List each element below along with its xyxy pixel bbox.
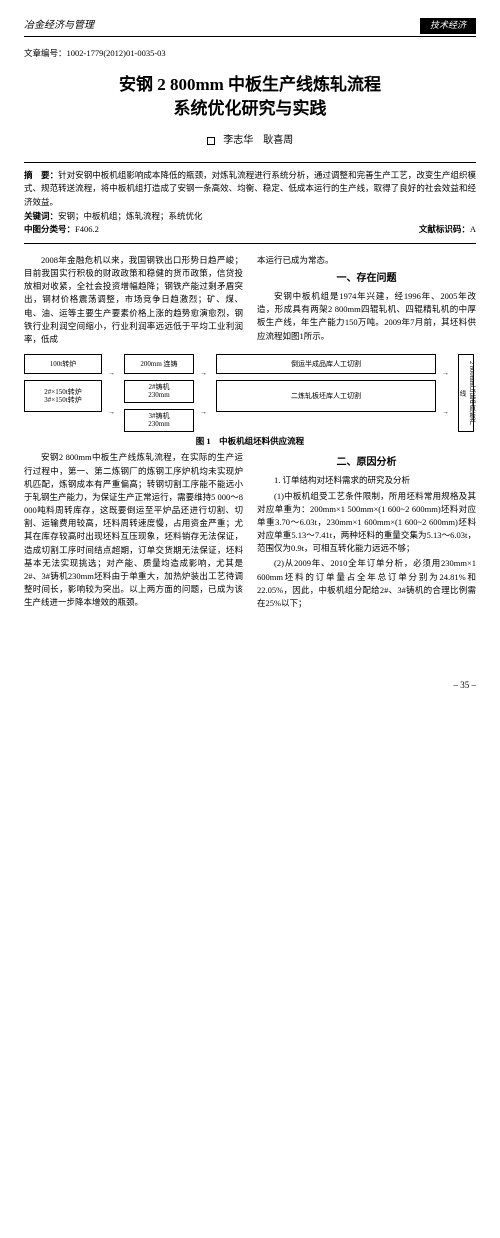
- flow-box-cut-1: 倒运半成品库人工切割: [216, 354, 436, 374]
- flow-col-4: 2 800mm压延中厚板产线: [458, 354, 476, 432]
- flow-box-cast-200: 200mm 连铸: [124, 354, 194, 374]
- section-2-heading: 二、原因分析: [257, 455, 476, 470]
- flow-box-output-line: 2 800mm压延中厚板产线: [458, 354, 474, 432]
- figure-1-caption: 图 1 中板机组坯料供应流程: [24, 435, 476, 448]
- flow-box-caster-2: 2#铸机 230mm: [124, 380, 194, 403]
- right-para-0: 本运行已成为常态。: [257, 254, 476, 267]
- arrow-right-icon: →: [108, 368, 118, 379]
- author-names: 李志华 耿喜周: [223, 135, 293, 146]
- abstract-block: 摘 要：针对安钢中板机组影响成本降低的瓶颈，对炼轧流程进行系统分析，通过调整和完…: [24, 162, 476, 244]
- left-para-1: 2008年金融危机以来，我国钢铁出口形势日趋严峻；目前我国实行积极的财政政策和稳…: [24, 254, 243, 346]
- flow-box-caster-3: 3#铸机 230mm: [124, 409, 194, 432]
- classify-label: 中图分类号：: [24, 224, 75, 234]
- left-column-2: 安钢2 800mm中板生产线炼轧流程，在实际的生产运行过程中，第一、第二炼钢厂的…: [24, 451, 243, 612]
- page-number: – 35 –: [454, 679, 477, 693]
- abstract-label: 摘 要：: [24, 170, 58, 180]
- keywords-label: 关键词：: [24, 211, 58, 221]
- right-column-top: 本运行已成为常态。 一、存在问题 安钢中板机组是1974年兴建，经1996年、2…: [257, 254, 476, 348]
- arrow-col-3: → →: [442, 354, 452, 432]
- classify-cell: 中图分类号：F406.2: [24, 223, 99, 237]
- arrow-right-icon: →: [200, 407, 210, 418]
- abstract-text: 针对安钢中板机组影响成本降低的瓶颈，对炼轧流程进行系统分析，通过调整和完善生产工…: [24, 170, 476, 207]
- title-line-2: 系统优化研究与实践: [24, 97, 476, 121]
- flow-col-2: 200mm 连铸 2#铸机 230mm 3#铸机 230mm: [124, 354, 194, 432]
- doccode-value: A: [470, 224, 476, 234]
- title-line-1: 安钢 2 800mm 中板生产线炼轧流程: [24, 73, 476, 97]
- journal-name: 冶金经济与管理: [24, 18, 94, 33]
- flow-box-cut-2: 二炼轧板坯库人工切割: [216, 380, 436, 412]
- right-column-2: 二、原因分析 1. 订单结构对坯料需求的研究及分析 (1)中板机组受工艺条件限制…: [257, 451, 476, 612]
- arrow-col-2: → →: [200, 354, 210, 432]
- doccode-label: 文献标识码：: [419, 224, 470, 234]
- right-para-2: (1)中板机组受工艺条件限制，所用坯料常用规格及其对应单重为：200mm×1 5…: [257, 490, 476, 556]
- doccode-cell: 文献标识码：A: [419, 223, 476, 237]
- author-marker-icon: [207, 137, 215, 145]
- subsection-2-1: 1. 订单结构对坯料需求的研究及分析: [257, 474, 476, 487]
- flow-col-3: 倒运半成品库人工切割 二炼轧板坯库人工切割: [216, 354, 436, 432]
- arrow-right-icon: →: [200, 368, 210, 379]
- figure-1: 100t转炉 2#×150t转炉 3#×150t转炉 → → 200mm 连铸 …: [24, 354, 476, 447]
- right-para-1: 安钢中板机组是1974年兴建，经1996年、2005年改造，形成具有两架2 80…: [257, 290, 476, 343]
- arrow-col-1: → →: [108, 354, 118, 432]
- category-badge: 技术经济: [420, 18, 476, 34]
- article-title: 安钢 2 800mm 中板生产线炼轧流程 系统优化研究与实践: [24, 73, 476, 121]
- arrow-right-icon: →: [442, 407, 452, 418]
- right-para-3: (2)从2009年、2010全年订单分析，必须用230mm×1 600mm坯料的…: [257, 557, 476, 610]
- flowchart: 100t转炉 2#×150t转炉 3#×150t转炉 → → 200mm 连铸 …: [24, 354, 476, 432]
- left-para-2: 安钢2 800mm中板生产线炼轧流程，在实际的生产运行过程中，第一、第二炼钢厂的…: [24, 451, 243, 609]
- keywords-text: 安钢；中板机组；炼轧流程；系统优化: [58, 211, 203, 221]
- classify-row: 中图分类号：F406.2 文献标识码：A: [24, 223, 476, 237]
- flow-box-converter-100t: 100t转炉: [24, 354, 102, 374]
- arrow-right-icon: →: [108, 407, 118, 418]
- arrow-right-icon: →: [442, 368, 452, 379]
- section-1-heading: 一、存在问题: [257, 271, 476, 286]
- body-columns: 2008年金融危机以来，我国钢铁出口形势日趋严峻；目前我国实行积极的财政政策和稳…: [24, 254, 476, 348]
- abstract-text-row: 摘 要：针对安钢中板机组影响成本降低的瓶颈，对炼轧流程进行系统分析，通过调整和完…: [24, 169, 476, 210]
- authors-line: 李志华 耿喜周: [24, 133, 476, 148]
- classify-value: F406.2: [75, 224, 99, 234]
- flow-box-converter-150t: 2#×150t转炉 3#×150t转炉: [24, 380, 102, 412]
- page-header: 冶金经济与管理 技术经济: [24, 18, 476, 37]
- left-column: 2008年金融危机以来，我国钢铁出口形势日趋严峻；目前我国实行积极的财政政策和稳…: [24, 254, 243, 348]
- article-id: 文章编号：1002-1779(2012)01-0035-03: [24, 47, 476, 60]
- body-columns-2: 安钢2 800mm中板生产线炼轧流程，在实际的生产运行过程中，第一、第二炼钢厂的…: [24, 451, 476, 612]
- flow-col-1: 100t转炉 2#×150t转炉 3#×150t转炉: [24, 354, 102, 432]
- keywords-row: 关键词：安钢；中板机组；炼轧流程；系统优化: [24, 210, 476, 224]
